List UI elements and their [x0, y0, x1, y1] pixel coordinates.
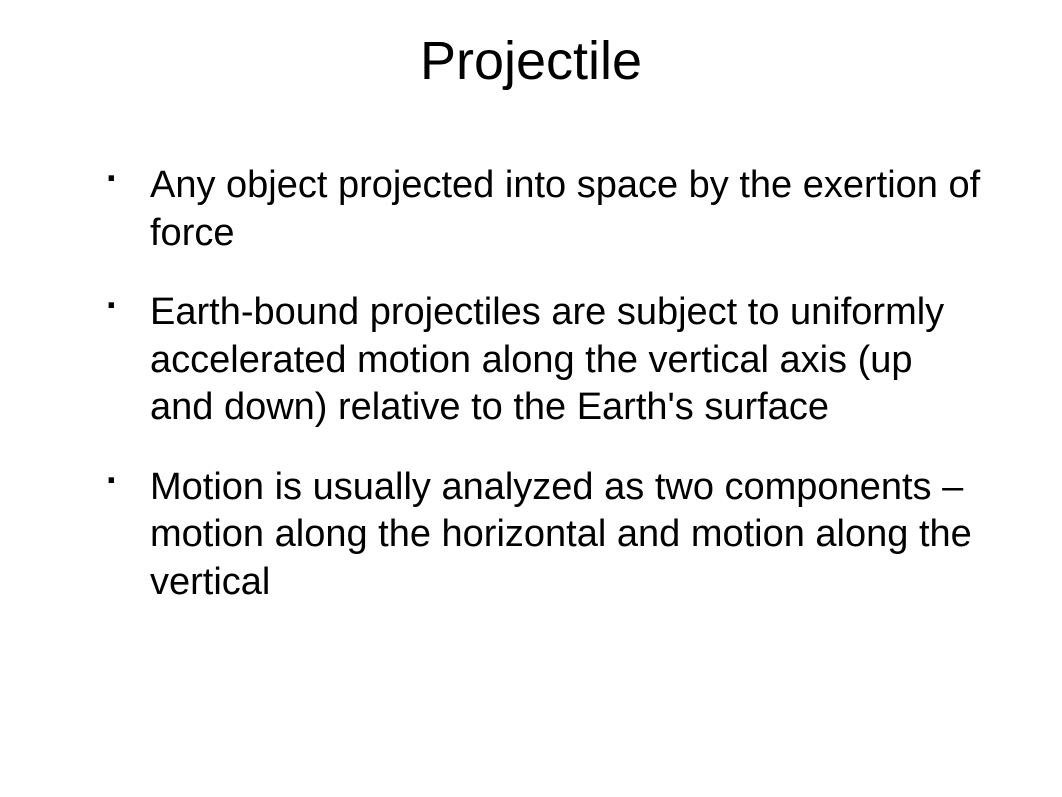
bullet-list: Any object projected into space by the e… — [100, 162, 982, 606]
slide-title: Projectile — [60, 30, 1002, 92]
slide: Projectile Any object projected into spa… — [0, 0, 1062, 797]
list-item: Motion is usually analyzed as two compon… — [100, 464, 982, 607]
list-item: Any object projected into space by the e… — [100, 162, 982, 257]
list-item: Earth-bound projectiles are subject to u… — [100, 289, 982, 432]
